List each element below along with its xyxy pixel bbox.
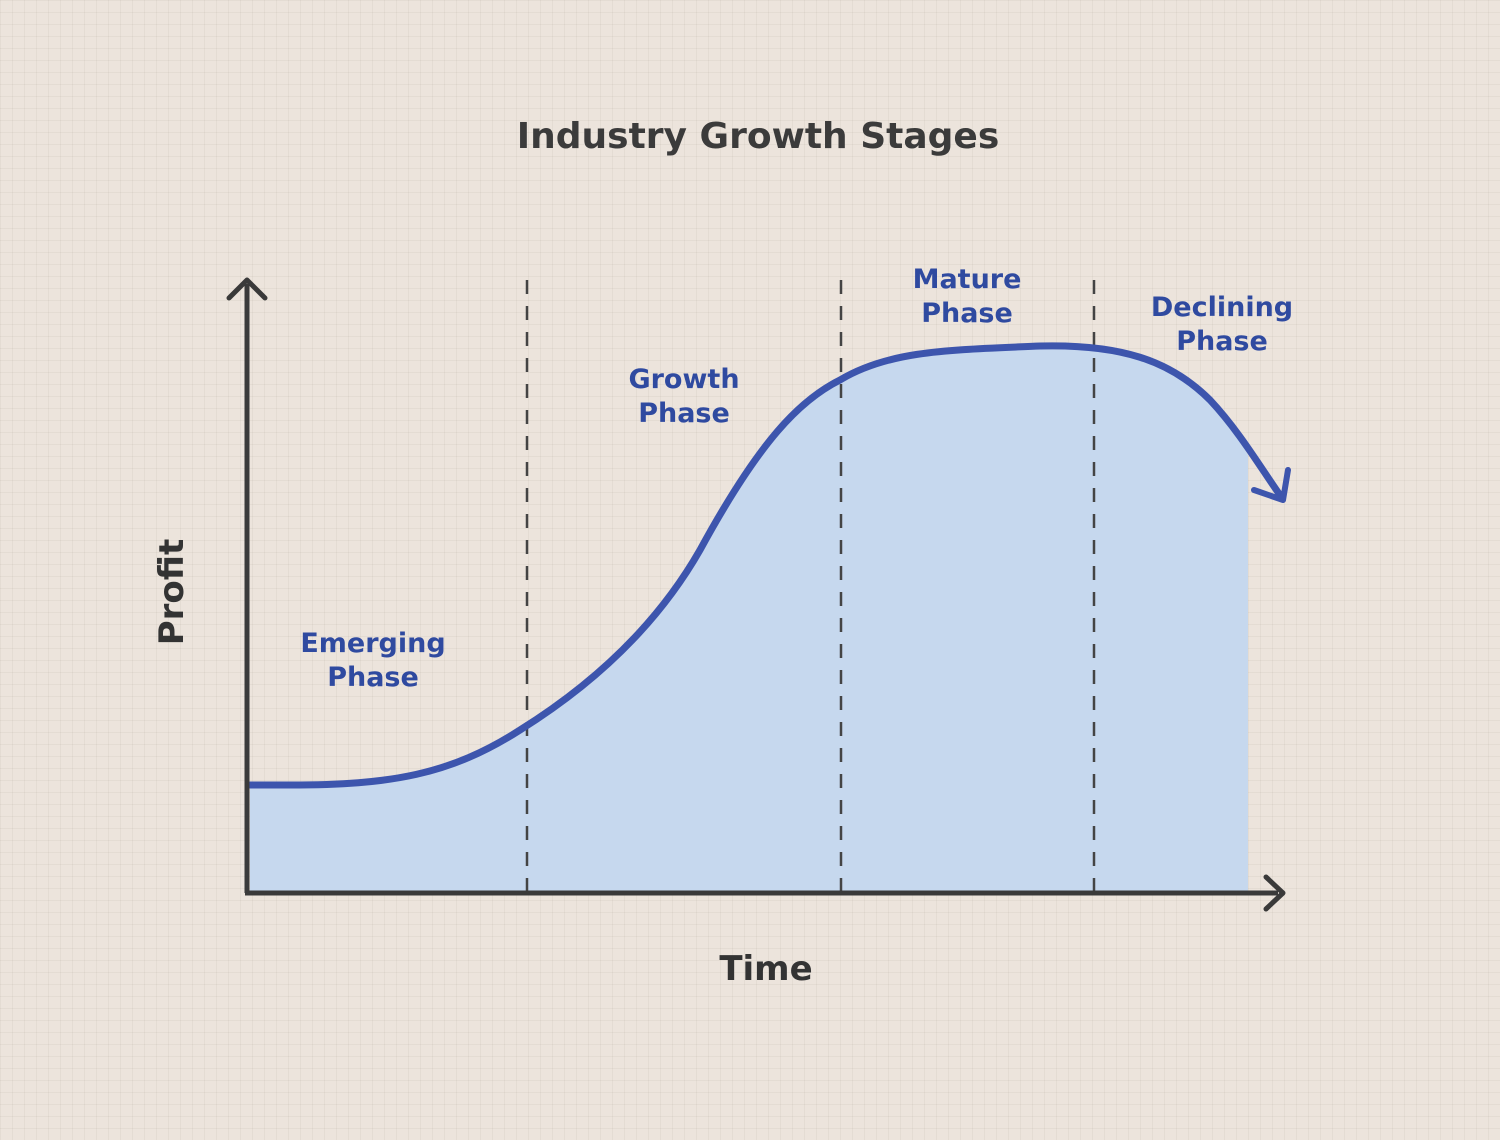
y-axis-label: Profit xyxy=(152,539,192,646)
profit-area xyxy=(250,345,1248,892)
growth-curve xyxy=(246,342,1286,789)
phase-label-emerging-line1: Emerging xyxy=(300,628,445,659)
phase-label-declining-line2: Phase xyxy=(1176,326,1268,357)
y-axis-arrowhead xyxy=(226,277,268,301)
phase-label-mature-line2: Phase xyxy=(921,298,1013,329)
diagram-title: Industry Growth Stages xyxy=(517,116,1000,157)
x-axis-label: Time xyxy=(719,949,812,989)
phase-label-growth-line2: Phase xyxy=(638,398,730,429)
phase-label-mature-line1: Mature xyxy=(913,264,1022,295)
phase-label-emerging-line2: Phase xyxy=(327,662,419,693)
x-axis-arrowhead xyxy=(1263,874,1286,912)
phase-label-growth-line1: Growth xyxy=(628,364,739,395)
curve-arrowhead xyxy=(1251,467,1291,503)
phase-label-declining-line1: Declining xyxy=(1151,292,1293,323)
